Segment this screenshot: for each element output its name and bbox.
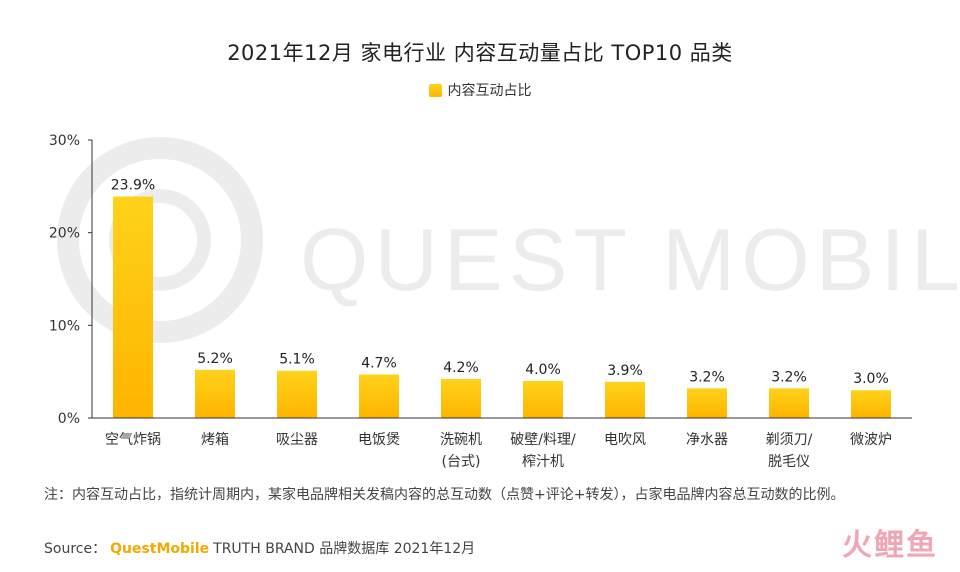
- bar: [359, 374, 399, 418]
- data-label: 4.2%: [443, 360, 479, 376]
- bar: [851, 390, 891, 418]
- y-tick-label: 0%: [58, 411, 80, 427]
- bar: [769, 388, 809, 418]
- legend-swatch: [428, 83, 442, 97]
- y-tick-label: 20%: [49, 226, 80, 242]
- source-rest: TRUTH BRAND 品牌数据库 2021年12月: [213, 541, 476, 557]
- data-label: 4.0%: [525, 362, 561, 378]
- data-label: 3.2%: [689, 369, 725, 385]
- bar: [277, 370, 317, 418]
- data-label: 4.7%: [361, 355, 397, 371]
- x-tick-label: (台式): [442, 454, 481, 470]
- x-tick-label: 电饭煲: [358, 431, 400, 448]
- bar: [605, 381, 645, 418]
- bar: [113, 196, 153, 418]
- x-axis: 空气炸锅 烤箱 吸尘器 电饭煲 洗碗机 (台式) 破壁/料理/榨汁机 电吹风 净水器 剃须刀/脱毛…: [92, 417, 912, 470]
- legend-label: 内容互动占比: [447, 83, 532, 99]
- y-axis: 0% 10% 20% 30%: [49, 133, 93, 427]
- watermark: QUEST MOBILE: [57, 137, 960, 343]
- footnote: 注：内容互动占比，指统计周期内，某家电品牌相关发稿内容的总互动数（点赞+评论+转…: [44, 487, 845, 503]
- data-label: 3.2%: [771, 369, 807, 385]
- legend: 内容互动占比: [0, 80, 960, 100]
- x-tick-label: 剃须刀/: [766, 432, 813, 448]
- x-tick-label: 电吹风: [604, 432, 646, 448]
- bar: [687, 388, 727, 418]
- chart-title: 2021年12月 家电行业 内容互动量占比 TOP10 品类: [227, 41, 733, 65]
- x-tick-label: 破壁/料理/: [510, 432, 576, 448]
- x-tick-label: 榨汁机: [522, 453, 564, 470]
- x-tick-label: 洗碗机: [440, 432, 482, 448]
- source-brand: QuestMobile: [110, 541, 210, 557]
- data-label: 3.9%: [607, 363, 643, 379]
- data-label: 23.9%: [111, 178, 155, 194]
- data-label: 5.2%: [197, 351, 233, 367]
- x-tick-label: 净水器: [686, 432, 728, 448]
- watermark-text: QUEST MOBILE: [300, 210, 960, 309]
- y-tick-label: 30%: [49, 133, 80, 149]
- data-label: 3.0%: [853, 371, 889, 387]
- source-prefix: Source：: [44, 541, 107, 557]
- bar: [523, 380, 563, 418]
- bars: 23.9% 5.2% 5.1% 4.7% 4.2% 4.0% 3.9% 3.2% 3.2% 3.0…: [111, 178, 891, 418]
- source-line: Source： QuestMobile TRUTH BRAND 品牌数据库 20…: [44, 538, 475, 558]
- x-tick-label: 微波炉: [850, 432, 892, 448]
- x-tick-label: 空气炸锅: [105, 432, 161, 448]
- x-tick-label: 脱毛仪: [768, 454, 810, 470]
- bar: [195, 369, 235, 418]
- x-tick-label: 烤箱: [201, 432, 229, 448]
- y-tick-label: 10%: [49, 318, 80, 334]
- logo: 火鲤鱼: [842, 528, 938, 563]
- x-tick-label: 吸尘器: [276, 432, 318, 448]
- bar-chart: QUEST MOBILE 0% 10% 20% 30% 23.9% 5.2% 5.1% 4.…: [49, 133, 960, 470]
- bar: [441, 379, 481, 418]
- data-label: 5.1%: [279, 352, 315, 368]
